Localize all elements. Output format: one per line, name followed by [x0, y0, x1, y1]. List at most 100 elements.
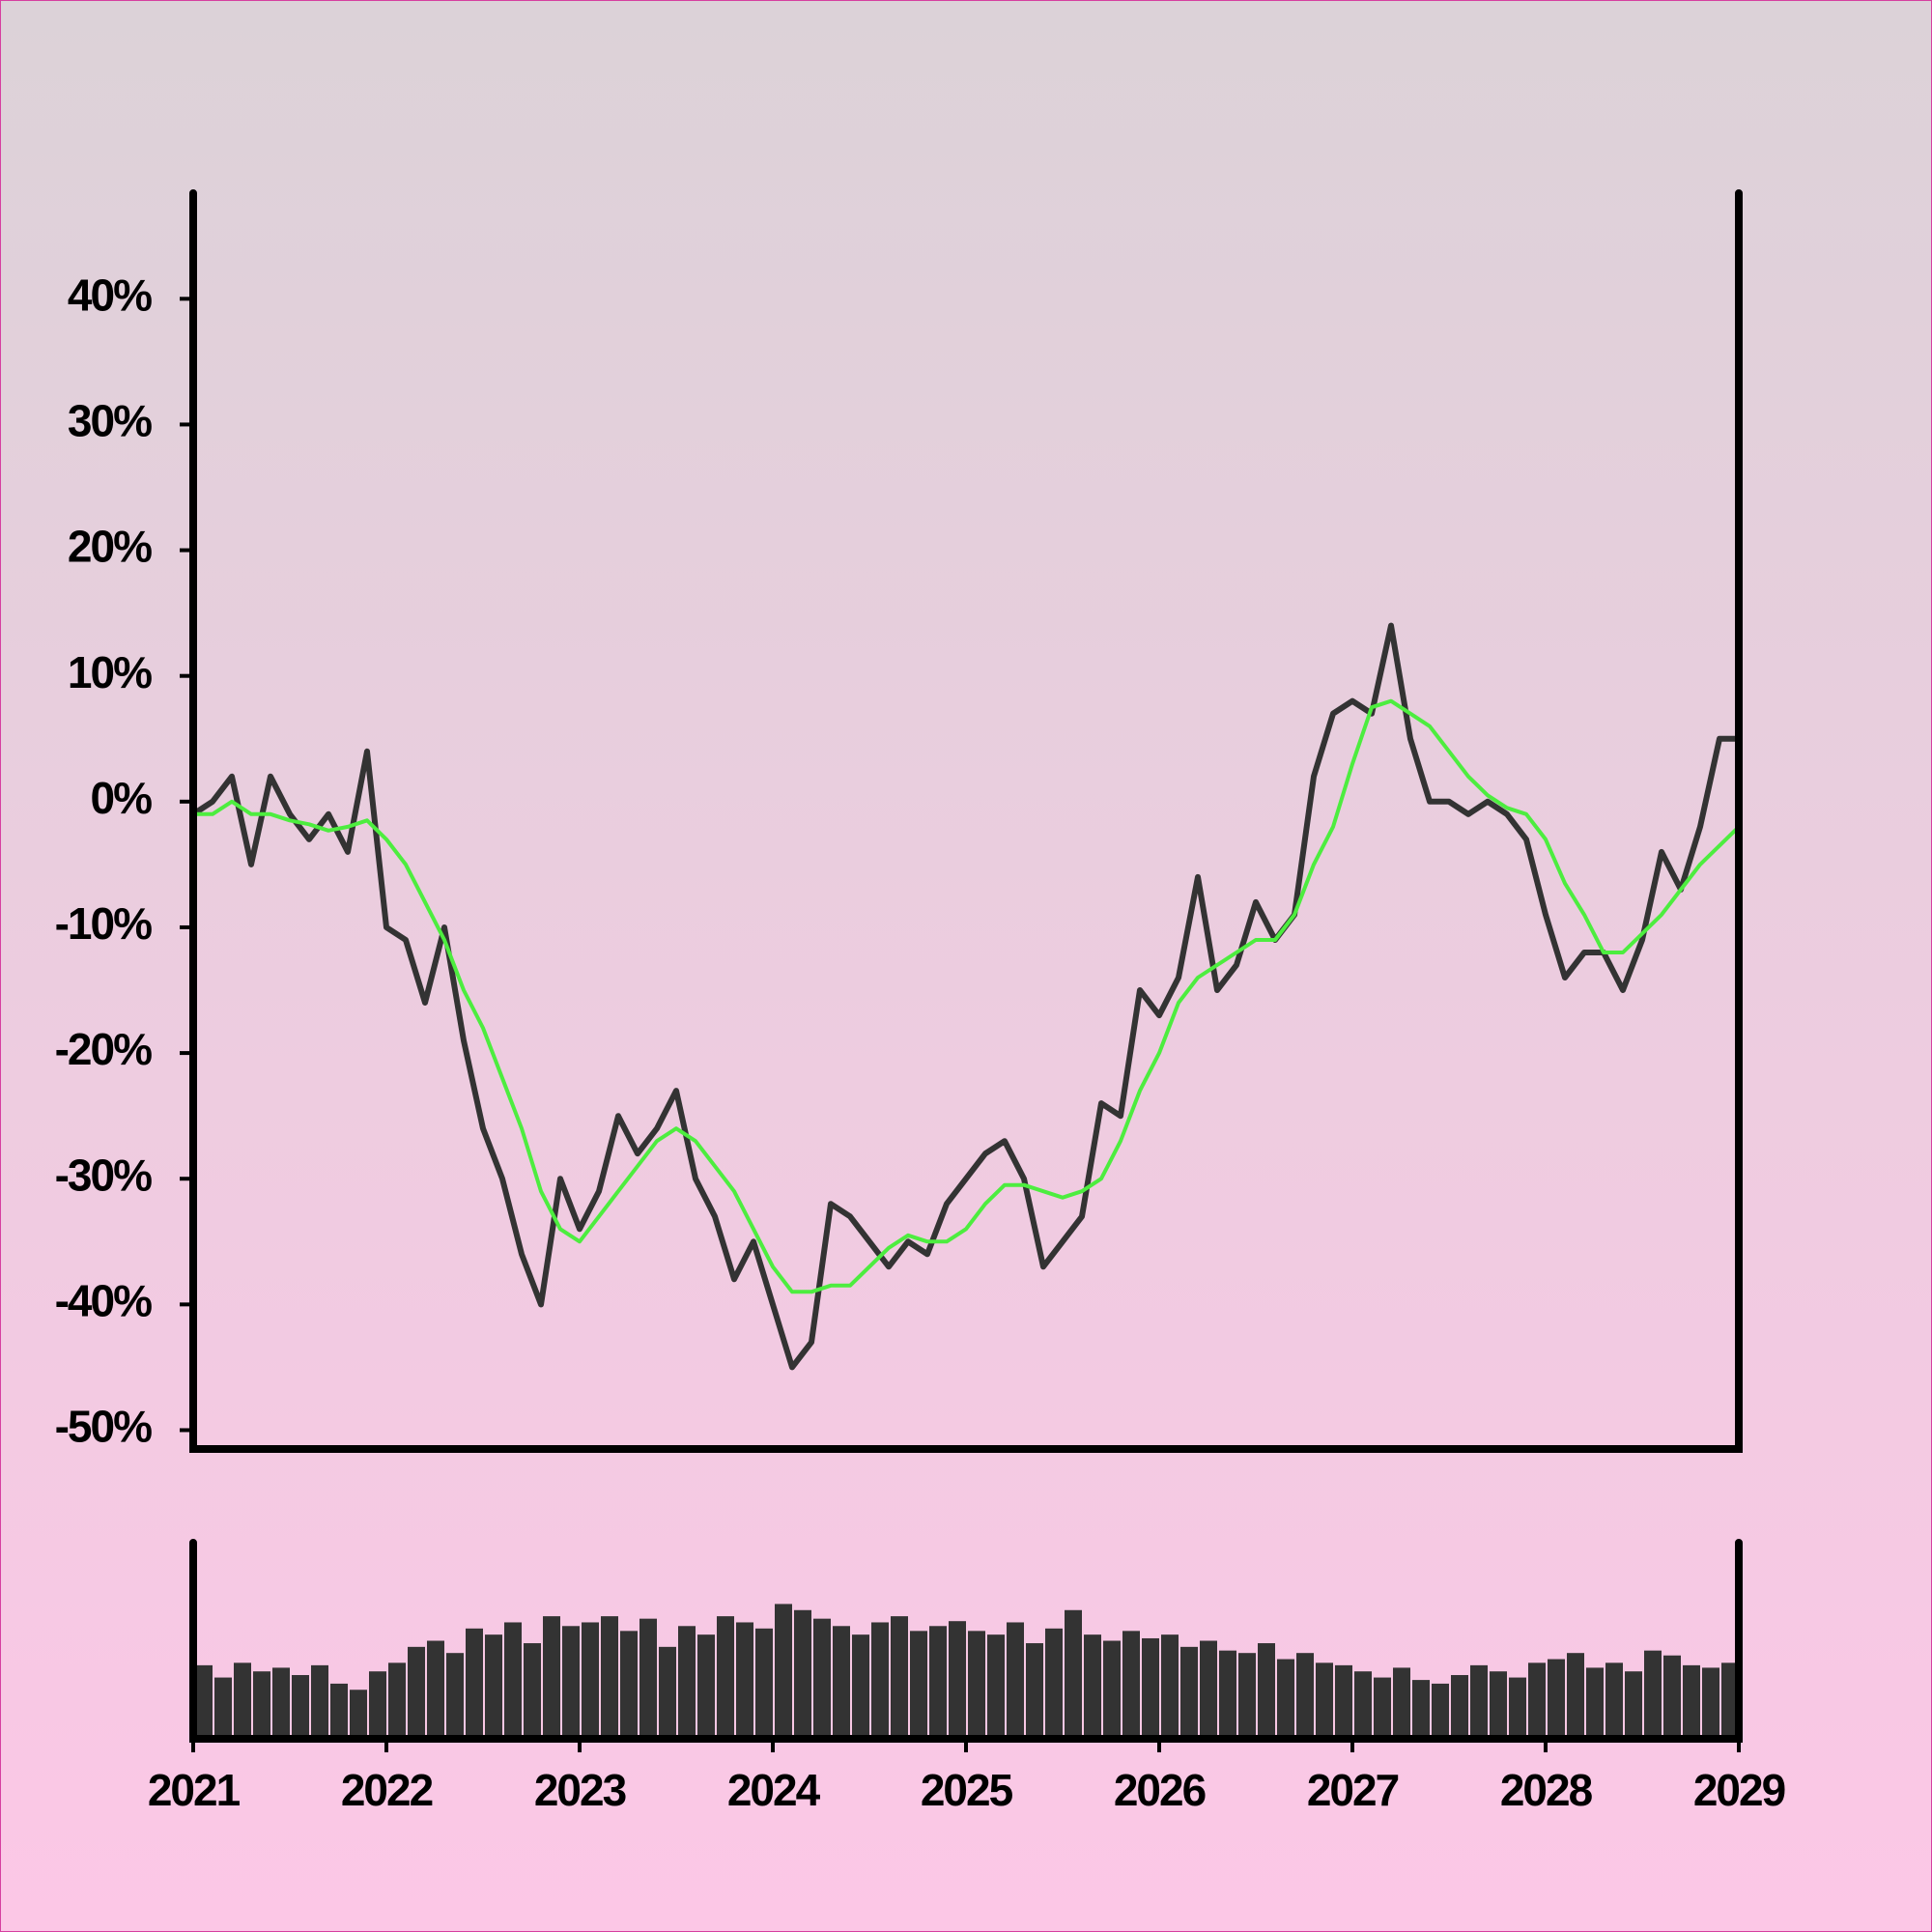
volume-bar — [1374, 1677, 1391, 1739]
volume-bar — [369, 1671, 386, 1739]
volume-bar — [1683, 1664, 1700, 1739]
volume-bar — [195, 1664, 213, 1739]
y-tick-label: -40% — [55, 1276, 152, 1326]
volume-bar — [446, 1653, 464, 1739]
volume-bar — [1277, 1659, 1294, 1739]
volume-bar — [949, 1621, 966, 1739]
volume-bar — [388, 1662, 406, 1739]
x-tick-label: 2022 — [341, 1765, 433, 1815]
volume-bar — [1644, 1650, 1662, 1739]
volume-bar — [1354, 1671, 1372, 1739]
volume-bar — [1702, 1667, 1719, 1739]
y-tick-label: 20% — [68, 522, 152, 572]
volume-bar — [833, 1626, 850, 1739]
volume-bar — [620, 1631, 638, 1739]
volume-bar — [987, 1634, 1005, 1739]
volume-bar — [1490, 1671, 1507, 1739]
volume-bar — [871, 1622, 889, 1739]
volume-bar — [775, 1604, 792, 1739]
x-tick-label: 2029 — [1693, 1765, 1785, 1815]
volume-bar — [1412, 1680, 1430, 1739]
volume-bar — [1393, 1667, 1410, 1739]
volume-bar — [1007, 1622, 1024, 1739]
volume-bar — [1065, 1609, 1082, 1739]
volume-bar — [427, 1640, 444, 1739]
volume-bar — [1432, 1683, 1449, 1739]
volume-bar — [1200, 1640, 1217, 1739]
volume-bar — [891, 1616, 908, 1739]
volume-bar — [1451, 1675, 1468, 1739]
volume-bar — [1335, 1664, 1352, 1739]
volume-bar — [1470, 1664, 1488, 1739]
volume-bar — [1316, 1662, 1333, 1739]
volume-bar — [1663, 1655, 1681, 1739]
volume-bar — [311, 1664, 328, 1739]
x-tick-label: 2021 — [148, 1765, 241, 1815]
volume-bar — [1180, 1646, 1198, 1739]
volume-bar — [466, 1628, 483, 1739]
y-tick-label: -10% — [55, 898, 152, 949]
volume-bar — [330, 1683, 348, 1739]
volume-bar — [639, 1618, 657, 1739]
x-tick-label: 2027 — [1307, 1765, 1399, 1815]
volume-bar — [1258, 1643, 1275, 1739]
y-tick-label: -20% — [55, 1024, 152, 1074]
volume-bar — [1161, 1634, 1179, 1739]
volume-bar — [350, 1690, 367, 1739]
x-tick-label: 2026 — [1114, 1765, 1206, 1815]
volume-bar — [562, 1626, 580, 1739]
volume-bar — [1142, 1637, 1159, 1739]
volume-bar — [813, 1618, 831, 1739]
volume-bar — [968, 1631, 985, 1739]
volume-bar — [234, 1662, 251, 1739]
volume-bar — [1528, 1662, 1546, 1739]
y-tick-label: 40% — [68, 270, 152, 320]
price-line — [191, 622, 1739, 1371]
volume-bar — [543, 1616, 560, 1739]
volume-bar — [582, 1622, 599, 1739]
axis-frame — [189, 189, 1743, 1453]
volume-bar — [1296, 1653, 1314, 1739]
volume-bar — [1219, 1650, 1236, 1739]
x-tick-label: 2023 — [534, 1765, 626, 1815]
volume-bar — [910, 1631, 927, 1739]
volume-bar — [292, 1675, 309, 1739]
volume-bar — [214, 1677, 232, 1739]
volume-bar — [408, 1646, 425, 1739]
volume-bar — [1567, 1653, 1584, 1739]
x-tick-label: 2024 — [727, 1765, 821, 1815]
volume-bar — [1625, 1671, 1642, 1739]
volume-bar — [524, 1643, 541, 1739]
volume-bar — [1026, 1643, 1043, 1739]
volume-bar — [717, 1616, 734, 1739]
volume-bar — [1045, 1628, 1063, 1739]
volume-bar — [794, 1609, 811, 1739]
volume-bar — [1548, 1659, 1565, 1739]
volume-bar — [736, 1622, 753, 1739]
y-tick-label: 30% — [68, 396, 152, 446]
volume-bar — [272, 1667, 290, 1739]
moving-average-line — [193, 698, 1741, 1294]
y-tick-label: -30% — [55, 1150, 152, 1200]
volume-bar — [504, 1622, 522, 1739]
volume-bar — [659, 1646, 676, 1739]
volume-bar — [1103, 1640, 1121, 1739]
volume-bar — [1238, 1653, 1256, 1739]
volume-bar — [601, 1616, 618, 1739]
y-tick-label: -50% — [55, 1402, 152, 1452]
volume-bar — [1586, 1667, 1604, 1739]
volume-bar — [755, 1628, 773, 1739]
volume-bar — [253, 1671, 270, 1739]
y-tick-label: 10% — [68, 647, 152, 697]
volume-bar — [929, 1626, 947, 1739]
volume-bar — [1605, 1662, 1623, 1739]
x-tick-label: 2028 — [1500, 1765, 1593, 1815]
volume-bar — [1084, 1634, 1101, 1739]
x-tick-label: 2025 — [921, 1765, 1013, 1815]
volume-bar — [1721, 1662, 1739, 1739]
volume-bar — [1122, 1631, 1140, 1739]
y-tick-label: 0% — [91, 773, 153, 823]
volume-bar — [485, 1634, 502, 1739]
axis-frame — [189, 1539, 1743, 1743]
